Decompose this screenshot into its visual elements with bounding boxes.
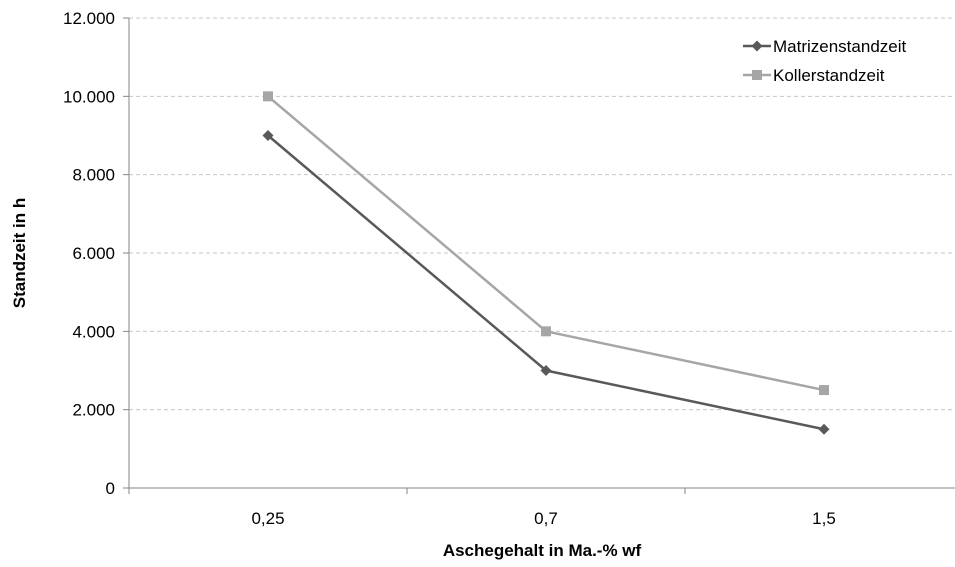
legend: Matrizenstandzeit Kollerstandzeit bbox=[743, 37, 907, 85]
data-point-square bbox=[263, 91, 273, 102]
series-line bbox=[267, 95, 825, 392]
legend-item-kollerstandzeit: Kollerstandzeit bbox=[743, 66, 885, 85]
x-tick-label: 1,5 bbox=[812, 509, 836, 528]
series bbox=[262, 91, 830, 435]
y-tick-label: 12.000 bbox=[63, 9, 115, 28]
y-tick-label: 4.000 bbox=[72, 322, 115, 341]
legend-marker-diamond bbox=[751, 40, 763, 52]
series-line bbox=[267, 134, 825, 431]
x-tick-labels: 0,25 0,7 1,5 bbox=[251, 509, 835, 528]
axes bbox=[123, 17, 955, 494]
x-axis-title: Aschegehalt in Ma.-% wf bbox=[443, 541, 642, 560]
x-tick-label: 0,25 bbox=[251, 509, 284, 528]
data-point-diamond bbox=[818, 423, 830, 435]
legend-item-matrizenstandzeit: Matrizenstandzeit bbox=[743, 37, 907, 56]
data-point-square bbox=[819, 385, 829, 396]
y-tick-label: 10.000 bbox=[63, 87, 115, 106]
legend-label-matrizenstandzeit: Matrizenstandzeit bbox=[773, 37, 907, 56]
x-tick-label: 0,7 bbox=[534, 509, 558, 528]
data-point-square bbox=[541, 326, 551, 337]
y-axis-title: Standzeit in h bbox=[10, 198, 29, 309]
data-point-diamond bbox=[540, 365, 552, 376]
legend-marker-square bbox=[752, 70, 762, 80]
data-point-diamond bbox=[262, 130, 274, 141]
y-tick-label: 8.000 bbox=[72, 166, 115, 185]
y-tick-label: 6.000 bbox=[72, 244, 115, 263]
y-tick-label: 2.000 bbox=[72, 401, 115, 420]
y-tick-labels: 0 2.000 4.000 6.000 8.000 10.000 12.000 bbox=[63, 9, 115, 498]
y-tick-label: 0 bbox=[106, 479, 115, 498]
legend-label-kollerstandzeit: Kollerstandzeit bbox=[773, 66, 885, 85]
